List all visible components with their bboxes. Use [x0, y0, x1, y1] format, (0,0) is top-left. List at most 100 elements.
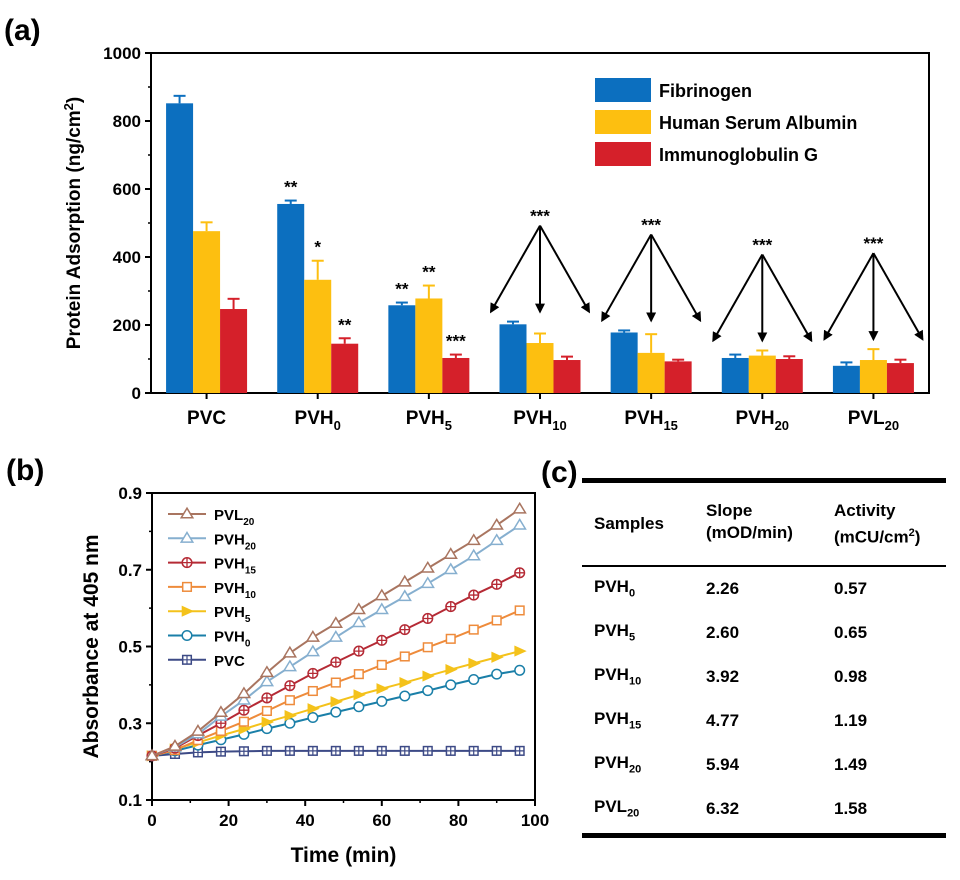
sample-sub: 20 — [628, 763, 642, 776]
line-legend-label: PVH20 — [214, 531, 256, 552]
bar-y-tick-label: 400 — [113, 248, 141, 267]
line-point-cross — [491, 579, 502, 590]
line-point — [399, 624, 411, 636]
significance-label: ** — [395, 280, 409, 299]
line-point — [468, 673, 480, 686]
line-y-tick-label: 0.1 — [118, 791, 142, 810]
panel-label-c: (c) — [541, 456, 578, 489]
line-x-tick-label: 40 — [296, 811, 315, 830]
line-point — [238, 704, 250, 716]
line-point — [399, 745, 410, 756]
bar-y-tick-label: 800 — [113, 112, 141, 131]
line-point — [259, 674, 275, 687]
line-point-cross — [377, 746, 387, 756]
line-legend-label: PVH0 — [214, 629, 251, 650]
line-point — [468, 745, 479, 756]
line-point — [261, 745, 272, 756]
line-point-cross — [216, 747, 226, 756]
line-point — [512, 501, 527, 514]
table-cell-sample: PVH10 — [582, 655, 706, 699]
line-point — [353, 745, 364, 756]
bar-x-tick-label-sub: 5 — [445, 418, 452, 433]
line-point — [282, 659, 298, 672]
bar — [553, 360, 581, 393]
line-legend-marker-cross — [182, 557, 192, 568]
line-point — [491, 578, 503, 590]
significance-arrow — [601, 233, 653, 323]
table-row: PVH10 3.92 0.98 — [582, 655, 946, 699]
line-point — [259, 665, 275, 678]
bar-x-tick-label: PVC — [187, 408, 226, 429]
line-point — [215, 746, 226, 757]
panel-label-b: (b) — [6, 454, 44, 487]
line-point — [376, 683, 389, 695]
significance-label: * — [314, 238, 321, 257]
line-point — [353, 669, 364, 680]
line-point — [351, 602, 366, 615]
line-point — [213, 705, 229, 718]
bar-x-tick-label-sub: 10 — [552, 418, 566, 433]
line-point — [376, 634, 388, 646]
table-cell-activity: 1.49 — [834, 754, 868, 774]
line-point — [353, 701, 365, 713]
line-x-tick-label: 100 — [521, 811, 549, 830]
line-point-cross — [331, 746, 341, 756]
bar — [442, 357, 470, 393]
line-point — [374, 588, 389, 601]
header-activity-line2: (mCU/cm — [834, 527, 909, 547]
header-slope: Slope (mOD/min) — [706, 483, 834, 565]
bar-y-tick-label: 1000 — [103, 44, 141, 63]
bar-x-tick-label-base: PVL — [848, 408, 885, 429]
line-point — [238, 746, 249, 757]
bar-x-tick-label-sub: 20 — [775, 418, 789, 433]
bar — [166, 103, 194, 393]
line-point — [422, 670, 435, 682]
table-cell-slope: 2.26 — [706, 578, 740, 598]
bar-x-tick-label: PVH10 — [513, 408, 567, 433]
table-header-row: Samples Slope (mOD/min) Activity (mCU/cm… — [582, 483, 946, 565]
table-cell-sample: PVH15 — [582, 699, 706, 743]
line-point — [491, 615, 502, 626]
line-point — [399, 676, 412, 689]
line-legend-label-base: PVC — [214, 653, 245, 670]
line-point — [351, 615, 366, 628]
line-point — [445, 679, 457, 691]
sample-sub: 15 — [628, 719, 642, 732]
line-point — [307, 685, 318, 697]
line-point-cross — [354, 746, 364, 756]
header-slope-line2: (mOD/min) — [706, 523, 793, 542]
bar-y-axis-label-sup: 2 — [61, 103, 76, 110]
line-point-cross — [515, 746, 524, 756]
bar — [499, 324, 527, 393]
line-y-tick-label: 0.5 — [118, 638, 142, 657]
line-point-cross — [400, 746, 410, 756]
line-legend-marker — [181, 581, 193, 592]
line-point — [376, 745, 387, 756]
line-point — [397, 589, 412, 602]
line-point-cross — [377, 635, 387, 646]
bar-x-tick-label-sub: 20 — [885, 418, 899, 433]
line-point — [512, 517, 527, 530]
line-point — [284, 695, 295, 706]
bar-x-tick-label: PVL20 — [848, 408, 899, 433]
line-point — [514, 745, 525, 756]
significance-label: *** — [530, 207, 550, 226]
line-point — [514, 605, 525, 616]
significance-label: ** — [284, 178, 298, 197]
significance-label: ** — [422, 263, 436, 282]
bar — [388, 305, 416, 393]
table-row: PVH20 5.94 1.49 — [582, 743, 946, 787]
header-activity-tail: ) — [914, 527, 921, 547]
line-point — [468, 589, 480, 601]
line-point — [376, 659, 387, 670]
bar-x-tick-label-sub: 0 — [334, 418, 341, 433]
line-point — [328, 616, 343, 629]
line-legend-marker — [181, 654, 193, 665]
line-point-cross — [285, 746, 295, 756]
bar-x-tick-label-base: PVH — [513, 408, 552, 429]
line-point — [443, 547, 458, 559]
bar-legend-label: Immunoglobulin G — [659, 145, 818, 165]
line-legend-label-base: PVH — [214, 629, 245, 646]
line-point — [445, 745, 456, 756]
